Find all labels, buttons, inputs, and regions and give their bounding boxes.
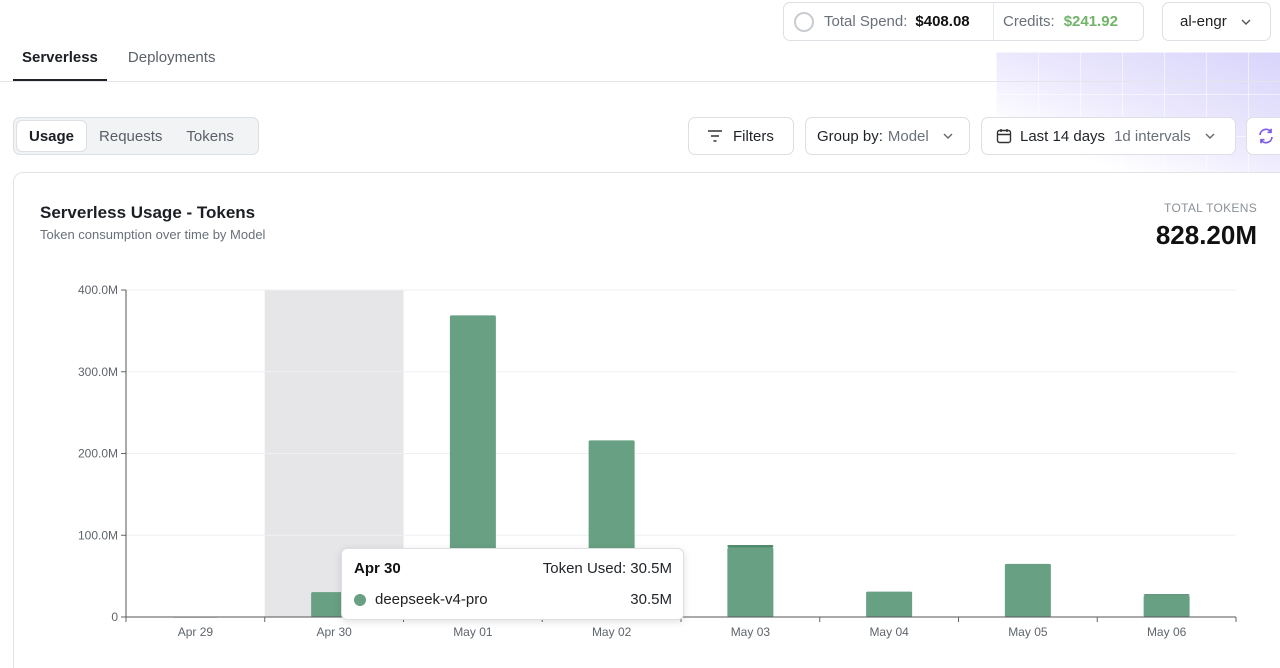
tabs-divider xyxy=(0,81,1280,82)
org-name: al-engr xyxy=(1180,13,1227,30)
total-tokens-label: TOTAL TOKENS xyxy=(1164,201,1257,215)
chevron-down-icon xyxy=(1205,133,1215,139)
bar xyxy=(1004,563,1051,617)
bar xyxy=(449,315,496,617)
tooltip-header: Apr 30 Token Used: 30.5M xyxy=(354,560,672,577)
x-tick-label: Apr 30 xyxy=(316,625,352,639)
y-tick-label: 0 xyxy=(111,610,118,624)
bar xyxy=(727,545,774,548)
chevron-down-icon xyxy=(1241,19,1251,25)
org-switcher-button[interactable]: al-engr xyxy=(1162,2,1271,41)
date-range-label: Last 14 days xyxy=(1020,127,1106,145)
chart-title: Serverless Usage - Tokens xyxy=(40,203,256,222)
toggle-usage[interactable]: Usage xyxy=(16,120,88,152)
filters-label: Filters xyxy=(733,127,774,145)
chart-subtitle: Token consumption over time by Model xyxy=(40,227,266,242)
group-by-select[interactable]: Group by: Model xyxy=(805,117,970,155)
chart-tooltip: Apr 30 Token Used: 30.5M deepseek-v4-pro… xyxy=(341,548,684,620)
group-by-value: Model xyxy=(887,127,929,145)
group-by-label: Group by: xyxy=(817,127,883,145)
bar xyxy=(727,547,774,617)
y-tick-label: 100.0M xyxy=(78,528,118,542)
tooltip-date: Apr 30 xyxy=(354,560,401,577)
y-tick-label: 400.0M xyxy=(78,283,118,297)
tooltip-series-row: deepseek-v4-pro 30.5M xyxy=(354,591,672,608)
top-bar: Total Spend: $408.08 Credits: $241.92 al… xyxy=(0,0,1280,52)
toggle-tokens[interactable]: Tokens xyxy=(186,127,234,145)
spend-ring-icon xyxy=(794,11,814,32)
x-tick-label: May 03 xyxy=(731,625,771,639)
interval-label: 1d intervals xyxy=(1114,127,1191,145)
bar xyxy=(1143,595,1190,617)
x-tick-label: Apr 29 xyxy=(178,625,214,639)
total-tokens-value: 828.20M xyxy=(1155,220,1257,250)
x-tick-label: May 04 xyxy=(869,625,909,639)
y-tick-label: 200.0M xyxy=(78,447,118,461)
credits: Credits: $241.92 xyxy=(994,13,1118,30)
bar xyxy=(866,591,913,617)
page-tabs: Serverless Deployments xyxy=(13,44,224,82)
series-dot-icon xyxy=(354,593,366,606)
tooltip-model-value: 30.5M xyxy=(630,591,672,608)
total-spend-label: Total Spend: xyxy=(824,13,908,30)
filter-icon xyxy=(708,130,722,142)
spend-summary: Total Spend: $408.08 Credits: $241.92 xyxy=(783,2,1144,41)
total-spend: Total Spend: $408.08 xyxy=(784,3,994,40)
credits-label: Credits: xyxy=(1003,13,1055,30)
x-tick-label: May 02 xyxy=(592,625,632,639)
y-tick-label: 300.0M xyxy=(78,365,118,379)
calendar-icon xyxy=(996,129,1012,144)
tab-deployments[interactable]: Deployments xyxy=(127,49,216,66)
toggle-requests[interactable]: Requests xyxy=(99,127,163,145)
x-tick-label: May 06 xyxy=(1147,625,1187,639)
tooltip-model-name: deepseek-v4-pro xyxy=(375,591,488,608)
filters-button[interactable]: Filters xyxy=(688,117,794,155)
tab-serverless[interactable]: Serverless xyxy=(13,44,107,82)
x-tick-label: May 01 xyxy=(453,625,493,639)
refresh-button[interactable] xyxy=(1246,117,1280,155)
tooltip-total: Token Used: 30.5M xyxy=(542,560,672,577)
metric-toggle: Usage Requests Tokens xyxy=(13,117,259,155)
refresh-icon xyxy=(1259,128,1273,144)
x-tick-label: May 05 xyxy=(1008,625,1048,639)
credits-value: $241.92 xyxy=(1063,13,1118,30)
date-range-select[interactable]: Last 14 days 1d intervals xyxy=(981,117,1236,155)
chevron-down-icon xyxy=(943,133,953,139)
tooltip-model: deepseek-v4-pro xyxy=(354,591,488,608)
total-spend-value: $408.08 xyxy=(915,13,970,30)
bar xyxy=(1143,594,1190,596)
